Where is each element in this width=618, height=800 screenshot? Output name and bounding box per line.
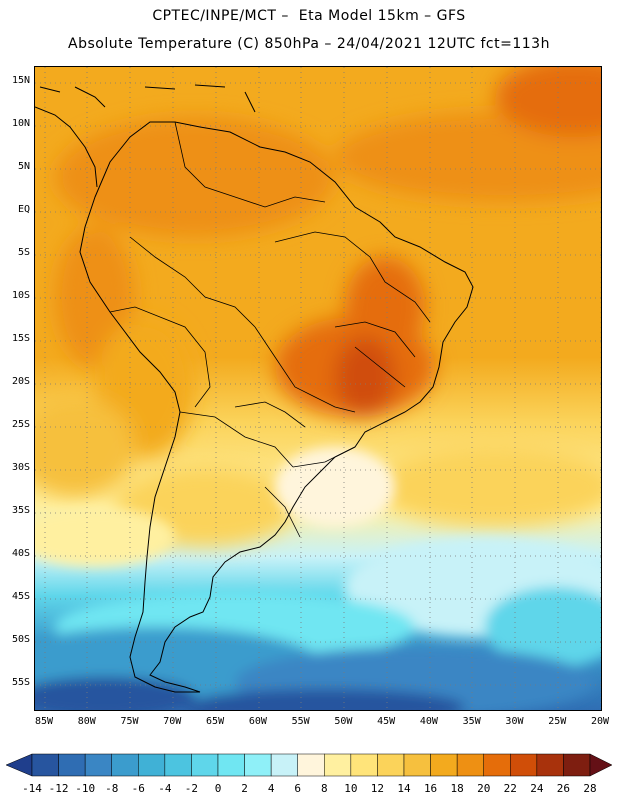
colorbar-tick-label: 28 <box>583 782 597 795</box>
lat-tick-label: 45S <box>11 591 30 602</box>
colorbar-tick-label: -2 <box>184 782 199 795</box>
lon-tick-label: 55W <box>291 716 310 727</box>
map-title-line1: CPTEC/INPE/MCT – Eta Model 15km – GFS <box>152 8 466 24</box>
colorbar-tick-label: -14 <box>22 782 42 795</box>
lon-tick-label: 80W <box>77 716 96 727</box>
colorbar-tick-label: 24 <box>530 782 544 795</box>
colorbar-swatches <box>5 753 613 777</box>
lon-tick-label: 70W <box>163 716 182 727</box>
colorbar-tick-label: 18 <box>450 782 464 795</box>
lat-tick-label: 35S <box>11 505 30 516</box>
lat-tick-label: 40S <box>11 548 30 559</box>
colorbar-swatch <box>403 753 431 777</box>
lat-tick-label: 50S <box>11 634 30 645</box>
colorbar-swatch <box>377 753 405 777</box>
colorbar-tick-label: 12 <box>370 782 385 795</box>
colorbar-tick-label: -8 <box>105 782 119 795</box>
lon-tick-label: 30W <box>505 716 524 727</box>
colorbar-swatch <box>350 753 378 777</box>
colorbar-swatch <box>297 753 325 777</box>
lat-tick-label: 15S <box>11 333 30 344</box>
lon-tick-label: 65W <box>206 716 225 727</box>
colorbar-swatch <box>111 753 139 777</box>
central-america-coastline <box>35 86 106 188</box>
colorbar-swatch <box>217 753 245 777</box>
lat-tick-label: 5S <box>17 247 30 258</box>
cold-zones <box>35 447 601 710</box>
colorbar-tick-label: 14 <box>397 782 411 795</box>
colorbar-tick-label: 8 <box>320 782 328 795</box>
map-title-line2: Absolute Temperature (C) 850hPa – 24/04/… <box>68 36 550 52</box>
lat-tick-label: 5N <box>17 161 30 172</box>
colorbar-swatch-max <box>589 753 613 777</box>
colorbar-tick-label: 22 <box>503 782 517 795</box>
colorbar-swatch <box>164 753 192 777</box>
south-america-coastline <box>79 121 474 693</box>
lon-tick-label: 50W <box>334 716 353 727</box>
caribbean-islands <box>144 84 256 113</box>
colorbar-swatch <box>138 753 166 777</box>
temperature-map <box>34 66 602 711</box>
colorbar-swatch <box>430 753 458 777</box>
colorbar-tick-label: -10 <box>75 782 96 795</box>
lon-tick-label: 45W <box>377 716 396 727</box>
colorbar-tick-label: 0 <box>214 782 222 795</box>
colorbar-tick-label: -12 <box>48 782 69 795</box>
lat-tick-label: EQ <box>17 204 30 215</box>
colorbar-tick-label: 6 <box>294 782 302 795</box>
colorbar <box>0 748 618 782</box>
lat-tick-label: 10N <box>11 118 30 129</box>
lat-tick-label: 25S <box>11 419 30 430</box>
colorbar-tick-label: 20 <box>477 782 491 795</box>
lon-tick-label: 25W <box>548 716 567 727</box>
colorbar-swatch <box>456 753 484 777</box>
lon-tick-label: 35W <box>462 716 481 727</box>
colorbar-tick-label: 2 <box>241 782 248 795</box>
lon-tick-label: 85W <box>34 716 54 727</box>
colorbar-swatch <box>563 753 591 777</box>
colorbar-swatch <box>536 753 564 777</box>
colorbar-swatch <box>324 753 352 777</box>
colorbar-swatch <box>270 753 298 777</box>
country-borders <box>109 121 431 538</box>
lat-tick-label: 20S <box>11 376 30 387</box>
colorbar-tick-label: 4 <box>267 782 275 795</box>
lon-tick-label: 75W <box>120 716 139 727</box>
colorbar-tick-label: 16 <box>423 782 438 795</box>
colorbar-tick-label: -4 <box>158 782 172 795</box>
colorbar-tick-label: -6 <box>131 782 145 795</box>
colorbar-swatch <box>510 753 538 777</box>
colorbar-tick-label: 26 <box>556 782 571 795</box>
colorbar-swatch-min <box>5 753 33 777</box>
lat-tick-label: 30S <box>11 462 30 473</box>
colorbar-swatch <box>483 753 511 777</box>
temperature-field-svg <box>35 67 601 710</box>
colorbar-tick-label: 10 <box>344 782 358 795</box>
colorbar-swatch <box>84 753 112 777</box>
lon-tick-label: 20W <box>590 716 610 727</box>
colorbar-swatch <box>58 753 86 777</box>
lon-tick-label: 40W <box>419 716 438 727</box>
colorbar-swatch <box>31 753 59 777</box>
lon-tick-label: 60W <box>248 716 267 727</box>
colorbar-swatch <box>191 753 219 777</box>
lat-tick-label: 15N <box>11 75 30 86</box>
lat-tick-label: 55S <box>11 677 30 688</box>
lat-tick-label: 10S <box>11 290 30 301</box>
colorbar-swatch <box>244 753 272 777</box>
